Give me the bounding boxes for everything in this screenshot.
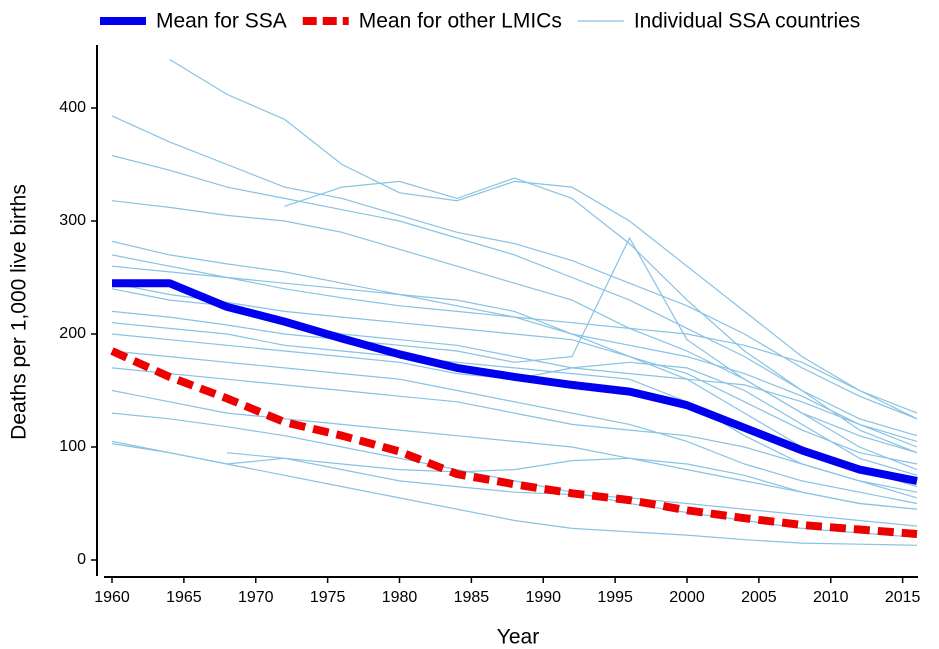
y-tick-label: 0	[77, 551, 86, 568]
x-tick-label: 1970	[238, 589, 274, 606]
x-tick-label: 1985	[454, 589, 490, 606]
x-tick-label: 2000	[669, 589, 705, 606]
country-line	[111, 154, 918, 437]
country-line	[111, 389, 918, 510]
country-line	[111, 236, 918, 471]
country-line	[111, 265, 918, 420]
country-line	[111, 322, 918, 499]
x-tick-label: 2005	[741, 589, 777, 606]
country-line	[284, 177, 918, 454]
mean-line	[110, 347, 918, 538]
country-line	[169, 58, 918, 414]
x-tick-label: 1965	[166, 589, 202, 606]
y-tick-label: 100	[59, 438, 86, 455]
x-tick-label: 2015	[885, 589, 921, 606]
x-tick-label: 1975	[310, 589, 346, 606]
legend-label: Individual SSA countries	[634, 10, 860, 33]
country-line	[111, 443, 918, 527]
country-line	[111, 200, 918, 454]
country-line	[111, 412, 918, 538]
country-line	[111, 367, 918, 493]
y-tick-label: 400	[59, 99, 86, 116]
y-tick-label: 300	[59, 212, 86, 229]
x-tick-label: 1990	[525, 589, 561, 606]
x-tick-label: 1960	[94, 589, 130, 606]
country-line	[111, 440, 918, 546]
x-tick-label: 1980	[382, 589, 418, 606]
x-axis-title: Year	[497, 626, 539, 649]
mean-line	[112, 279, 918, 485]
y-tick-label: 200	[59, 325, 86, 342]
country-line	[111, 254, 918, 448]
x-tick-label: 1995	[597, 589, 633, 606]
country-line	[111, 350, 918, 505]
legend-label: Mean for other LMICs	[359, 10, 562, 33]
country-line	[226, 452, 918, 510]
x-tick-label: 2010	[813, 589, 849, 606]
y-axis-title: Deaths per 1,000 live births	[8, 184, 31, 440]
legend-label: Mean for SSA	[156, 10, 287, 33]
country-line	[111, 282, 918, 488]
